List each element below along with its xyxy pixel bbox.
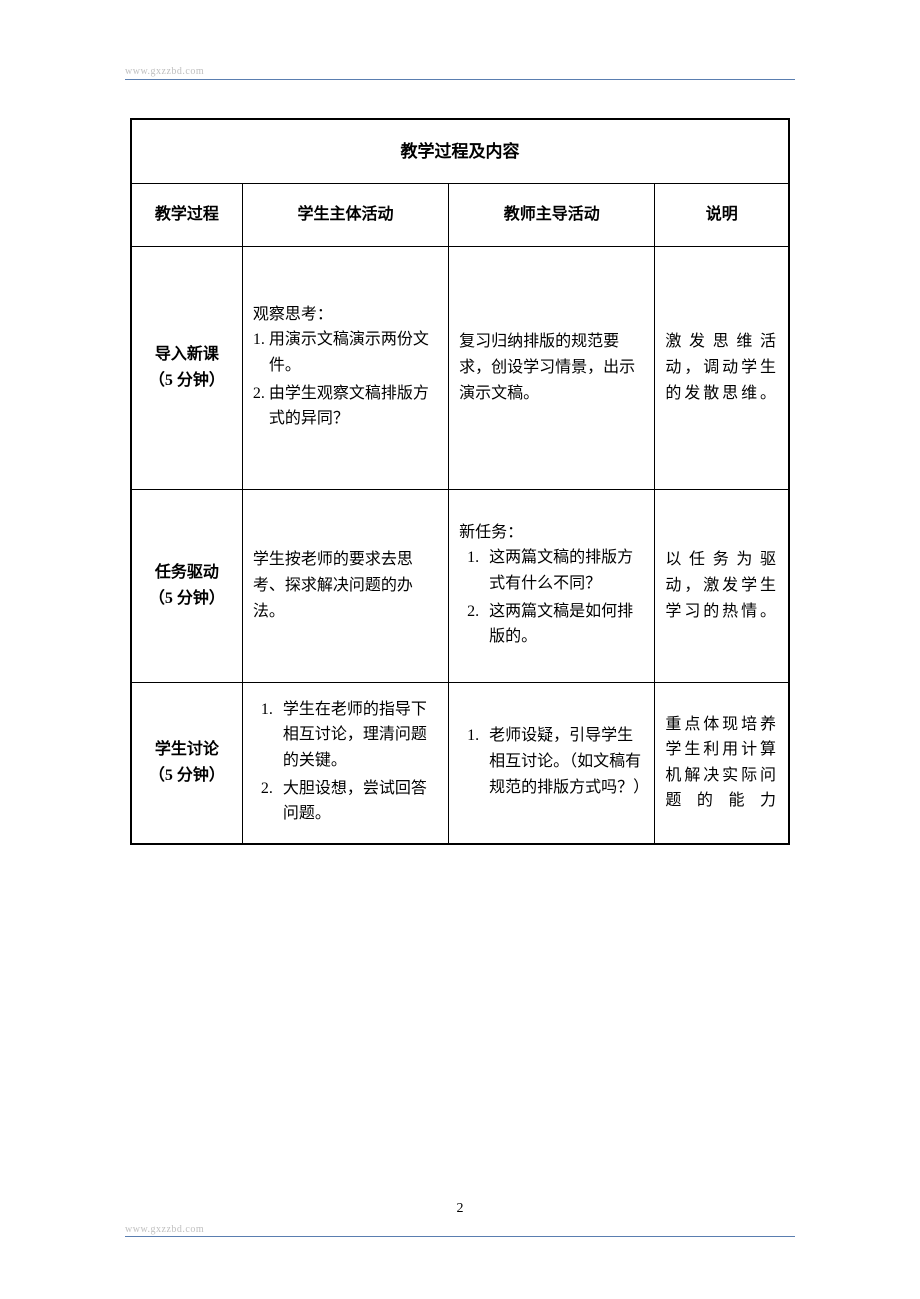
table-title-row: 教学过程及内容 [131, 119, 789, 184]
list-item: 2. 这两篇文稿是如何排版的。 [459, 599, 644, 650]
teacher-intro: 新任务： [459, 520, 644, 546]
note-text: 重点体现培养学生利用计算机解决实际问题的能力 [665, 712, 778, 814]
cell-process: 导入新课 （5 分钟） [131, 246, 242, 489]
list-item: 2. 大胆设想，尝试回答问题。 [253, 776, 438, 827]
list-number: 1. [253, 327, 265, 353]
cell-note: 激发思维活动，调动学生的发散思维。 [655, 246, 789, 489]
cell-process: 任务驱动 （5 分钟） [131, 489, 242, 682]
list-text: 老师设疑，引导学生相互讨论。（如文稿有规范的排版方式吗？） [489, 723, 644, 800]
page-number: 2 [0, 1201, 920, 1217]
list-text: 用演示文稿演示两份文件。 [269, 327, 438, 378]
list-text: 由学生观察文稿排版方式的异同？ [269, 381, 438, 432]
list-text: 这两篇文稿是如何排版的。 [489, 599, 644, 650]
process-time: （5 分钟） [142, 368, 232, 394]
list-number: 1. [467, 545, 479, 571]
list-text: 大胆设想，尝试回答问题。 [283, 776, 438, 827]
cell-teacher: 新任务： 1. 这两篇文稿的排版方式有什么不同？ 2. 这两篇文稿是如何排版的。 [449, 489, 655, 682]
process-title: 任务驱动 [142, 560, 232, 586]
cell-student: 观察思考： 1. 用演示文稿演示两份文件。 2. 由学生观察文稿排版方式的异同？ [242, 246, 448, 489]
list-item: 1. 老师设疑，引导学生相互讨论。（如文稿有规范的排版方式吗？） [459, 723, 644, 800]
cell-process: 学生讨论 （5 分钟） [131, 682, 242, 843]
table-title: 教学过程及内容 [131, 119, 789, 184]
col-header-note: 说明 [655, 184, 789, 247]
list-item: 1. 用演示文稿演示两份文件。 [253, 327, 438, 378]
header-url: www.gxzzbd.com [125, 66, 795, 77]
page-container: www.gxzzbd.com 教学过程及内容 教学过程 学生主体活动 教师主导活… [0, 0, 920, 845]
list-number: 2. [467, 599, 479, 625]
list-text: 这两篇文稿的排版方式有什么不同？ [489, 545, 644, 596]
process-time: （5 分钟） [142, 763, 232, 789]
teacher-text: 复习归纳排版的规范要求，创设学习情景，出示演示文稿。 [459, 329, 644, 406]
list-item: 1. 这两篇文稿的排版方式有什么不同？ [459, 545, 644, 596]
table-row: 学生讨论 （5 分钟） 1. 学生在老师的指导下相互讨论，理清问题的关键。 2.… [131, 682, 789, 843]
list-number: 2. [261, 776, 273, 802]
note-text: 激发思维活动，调动学生的发散思维。 [665, 329, 778, 406]
lesson-table: 教学过程及内容 教学过程 学生主体活动 教师主导活动 说明 导入新课 （5 分钟… [130, 118, 790, 845]
list-number: 1. [261, 697, 273, 723]
student-text: 学生按老师的要求去思考、探求解决问题的办法。 [253, 547, 438, 624]
cell-student: 1. 学生在老师的指导下相互讨论，理清问题的关键。 2. 大胆设想，尝试回答问题… [242, 682, 448, 843]
col-header-student: 学生主体活动 [242, 184, 448, 247]
footer-line [125, 1236, 795, 1237]
table-row: 任务驱动 （5 分钟） 学生按老师的要求去思考、探求解决问题的办法。 新任务： … [131, 489, 789, 682]
col-header-teacher: 教师主导活动 [449, 184, 655, 247]
header-line [125, 79, 795, 80]
process-title: 导入新课 [142, 342, 232, 368]
process-title: 学生讨论 [142, 737, 232, 763]
list-item: 2. 由学生观察文稿排版方式的异同？ [253, 381, 438, 432]
footer-url: www.gxzzbd.com [125, 1224, 204, 1235]
list-item: 1. 学生在老师的指导下相互讨论，理清问题的关键。 [253, 697, 438, 774]
cell-student: 学生按老师的要求去思考、探求解决问题的办法。 [242, 489, 448, 682]
table-row: 导入新课 （5 分钟） 观察思考： 1. 用演示文稿演示两份文件。 2. 由学生… [131, 246, 789, 489]
cell-note: 重点体现培养学生利用计算机解决实际问题的能力 [655, 682, 789, 843]
list-number: 1. [467, 723, 479, 749]
cell-note: 以任务为驱动，激发学生学习的热情。 [655, 489, 789, 682]
list-number: 2. [253, 381, 265, 407]
student-intro: 观察思考： [253, 302, 438, 328]
table-header-row: 教学过程 学生主体活动 教师主导活动 说明 [131, 184, 789, 247]
process-time: （5 分钟） [142, 586, 232, 612]
cell-teacher: 1. 老师设疑，引导学生相互讨论。（如文稿有规范的排版方式吗？） [449, 682, 655, 843]
cell-teacher: 复习归纳排版的规范要求，创设学习情景，出示演示文稿。 [449, 246, 655, 489]
note-text: 以任务为驱动，激发学生学习的热情。 [665, 547, 778, 624]
list-text: 学生在老师的指导下相互讨论，理清问题的关键。 [283, 697, 438, 774]
col-header-process: 教学过程 [131, 184, 242, 247]
